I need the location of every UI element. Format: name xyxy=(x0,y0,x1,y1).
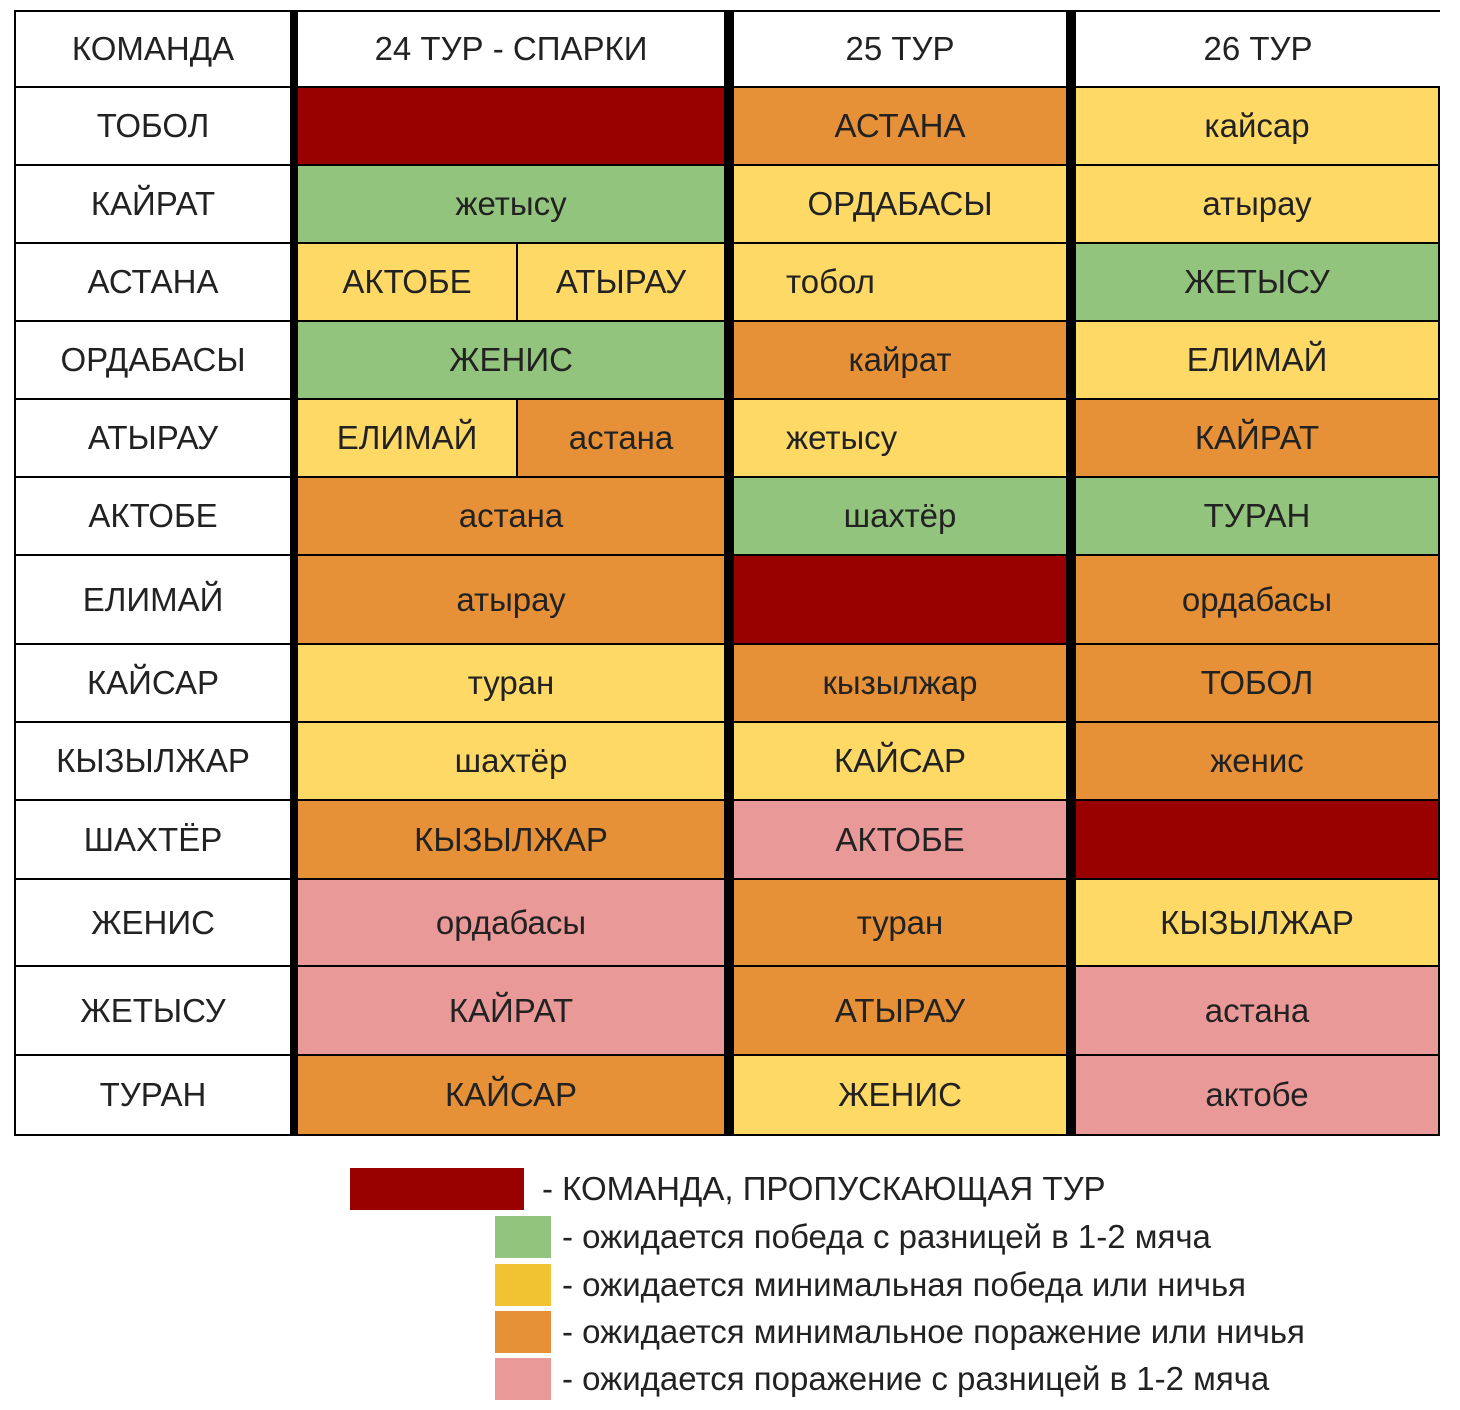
header-cell: КОМАНДА xyxy=(14,10,290,88)
team-name-cell: ТОБОЛ xyxy=(14,88,290,166)
bye-cell xyxy=(298,88,724,166)
split-divider xyxy=(516,400,518,478)
round-26-opponent-cell: ордабасы xyxy=(1076,556,1440,645)
round-26-opponent-cell: атырау xyxy=(1076,166,1440,244)
legend-label-orange: - ожидается минимальное поражение или ни… xyxy=(562,1313,1305,1350)
legend-label-pink: - ожидается поражение с разницей в 1-2 м… xyxy=(562,1360,1270,1397)
team-name-cell: ЖЕНИС xyxy=(14,880,290,967)
round-26-opponent-cell: ЕЛИМАЙ xyxy=(1076,322,1440,400)
header-cell: 26 ТУР xyxy=(1076,10,1440,88)
bye-cell xyxy=(734,556,1066,645)
round-26-opponent-cell: ТОБОЛ xyxy=(1076,645,1440,723)
bye-cell xyxy=(1076,801,1440,880)
team-name-cell: КАЙРАТ xyxy=(14,166,290,244)
round-24-opponent-cell: КЫЗЫЛЖАР xyxy=(298,801,724,880)
team-name-cell: АСТАНА xyxy=(14,244,290,322)
round-24-opponent-cell: ордабасы xyxy=(298,880,724,967)
team-name-cell: КАЙСАР xyxy=(14,645,290,723)
team-name-cell: ТУРАН xyxy=(14,1056,290,1136)
column-divider xyxy=(290,10,298,1136)
round-24-opponent-cell: туран xyxy=(298,645,724,723)
legend-swatch-yellow xyxy=(495,1264,551,1306)
round-26-opponent-cell: КАЙРАТ xyxy=(1076,400,1440,478)
round-24-opponent-cell: жетысу xyxy=(298,166,724,244)
round-26-opponent-cell: астана xyxy=(1076,967,1440,1056)
round-25-opponent-cell: шахтёр xyxy=(734,478,1066,556)
round-25-opponent-cell: АТЫРАУ xyxy=(734,967,1066,1056)
round-25-opponent-cell: ОРДАБАСЫ xyxy=(734,166,1066,244)
round-25-opponent-cell: кызылжар xyxy=(734,645,1066,723)
round-25-opponent-cell: АКТОБЕ xyxy=(734,801,1066,880)
legend: - КОМАНДА, ПРОПУСКАЮЩАЯ ТУР - ожидается п… xyxy=(0,1150,1460,1410)
team-name-cell: КЫЗЫЛЖАР xyxy=(14,723,290,801)
legend-swatch-orange xyxy=(495,1311,551,1353)
round-26-opponent-cell: КЫЗЫЛЖАР xyxy=(1076,880,1440,967)
round-25-opponent-cell: ЖЕНИС xyxy=(734,1056,1066,1136)
team-name-cell: ЖЕТЫСУ xyxy=(14,967,290,1056)
legend-label-bye: - КОМАНДА, ПРОПУСКАЮЩАЯ ТУР xyxy=(542,1170,1106,1207)
split-divider xyxy=(516,244,518,322)
team-name-cell: ЕЛИМАЙ xyxy=(14,556,290,645)
legend-label-yellow: - ожидается минимальная победа или ничья xyxy=(562,1266,1247,1303)
round-26-opponent-cell: ТУРАН xyxy=(1076,478,1440,556)
schedule-table: КОМАНДА 24 ТУР - СПАРКИ 25 ТУР 26 ТУР ТОБОЛ А… xyxy=(14,10,1440,1136)
header-cell: 25 ТУР xyxy=(734,10,1066,88)
round-24-opponent-cell: ЕЛИМАЙ xyxy=(298,400,516,478)
round-25-opponent-cell: КАЙСАР xyxy=(734,723,1066,801)
team-name-cell: АКТОБЕ xyxy=(14,478,290,556)
round-25-opponent-cell: тобол xyxy=(734,244,1066,322)
round-24-opponent-cell: атырау xyxy=(298,556,724,645)
team-name-cell: ШАХТЁР xyxy=(14,801,290,880)
round-24-opponent-cell: КАЙРАТ xyxy=(298,967,724,1056)
round-25-opponent-cell: туран xyxy=(734,880,1066,967)
column-divider xyxy=(724,10,734,1136)
round-25-opponent-cell: кайрат xyxy=(734,322,1066,400)
round-24-opponent-cell: АКТОБЕ xyxy=(298,244,516,322)
round-25-opponent-cell: АСТАНА xyxy=(734,88,1066,166)
round-26-opponent-cell: актобе xyxy=(1076,1056,1440,1136)
round-24-opponent-cell: ЖЕНИС xyxy=(298,322,724,400)
legend-swatch-bye xyxy=(350,1168,524,1210)
round-26-opponent-cell: женис xyxy=(1076,723,1440,801)
round-24-opponent-cell: астана xyxy=(518,400,724,478)
round-24-opponent-cell: КАЙСАР xyxy=(298,1056,724,1136)
team-name-cell: АТЫРАУ xyxy=(14,400,290,478)
round-26-opponent-cell: кайсар xyxy=(1076,88,1440,166)
column-divider xyxy=(1066,10,1076,1136)
round-24-opponent-cell: шахтёр xyxy=(298,723,724,801)
round-24-opponent-cell: астана xyxy=(298,478,724,556)
round-25-opponent-cell: жетысу xyxy=(734,400,1066,478)
round-24-opponent-cell: АТЫРАУ xyxy=(518,244,724,322)
team-name-cell: ОРДАБАСЫ xyxy=(14,322,290,400)
legend-swatch-pink xyxy=(495,1358,551,1400)
legend-label-green: - ожидается победа с разницей в 1-2 мяча xyxy=(562,1218,1211,1255)
header-cell: 24 ТУР - СПАРКИ xyxy=(298,10,724,88)
round-26-opponent-cell: ЖЕТЫСУ xyxy=(1076,244,1440,322)
legend-swatch-green xyxy=(495,1216,551,1258)
